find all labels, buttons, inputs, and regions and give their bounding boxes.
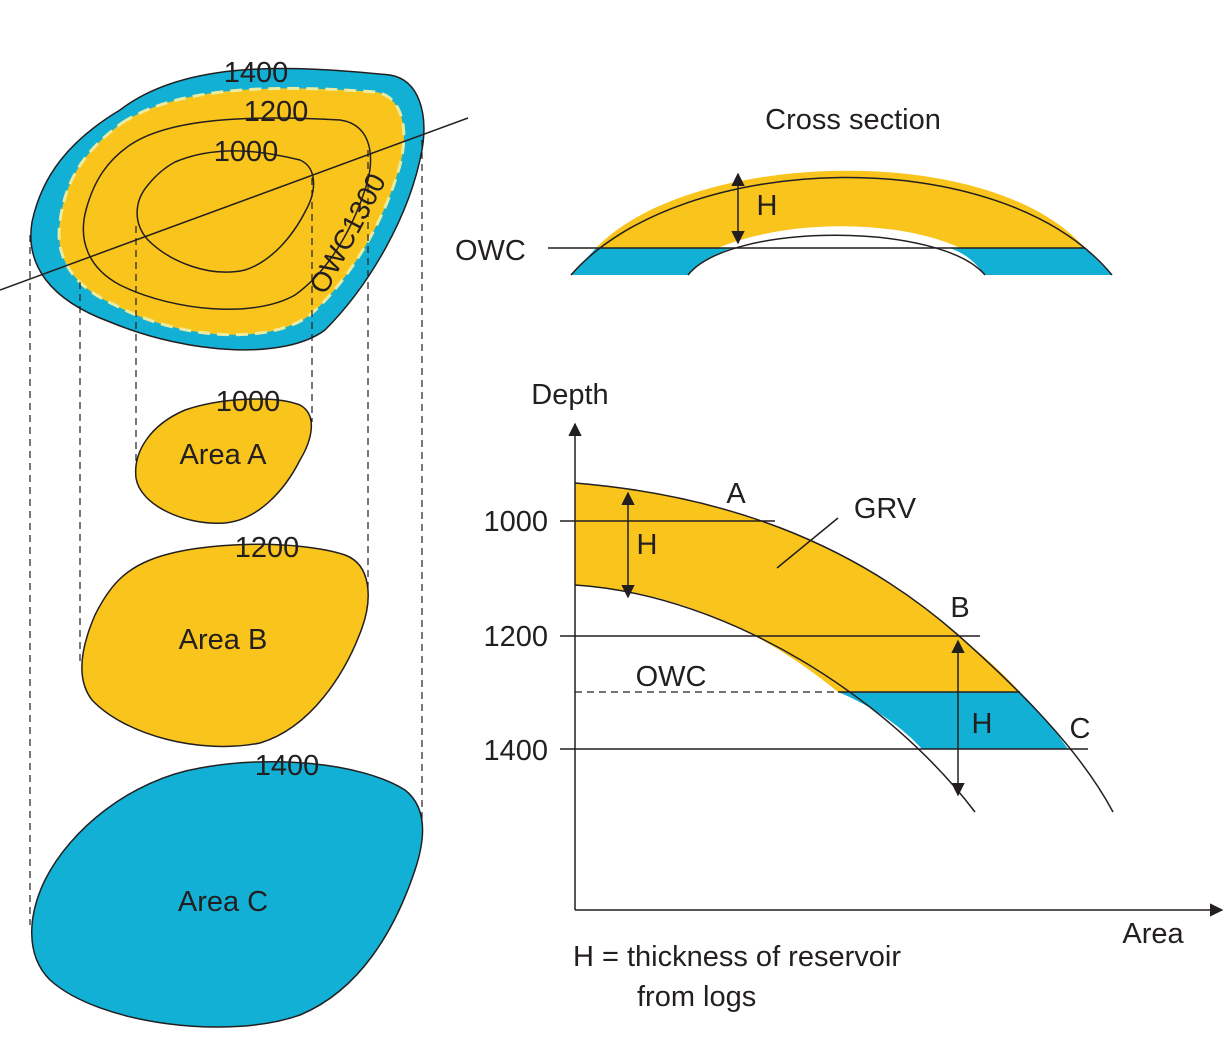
area-b-contour-label: 1200	[235, 532, 300, 564]
structure-map: 1400 1200 1000 OWC1300	[0, 57, 469, 351]
cross-section-thickness-label: H	[757, 190, 778, 222]
area-c-label: Area C	[178, 886, 268, 918]
area-a: 1000 Area A	[134, 386, 313, 524]
area-a-shape	[134, 398, 313, 524]
cross-section-title: Cross section	[765, 104, 941, 136]
chart-thickness-label-a: H	[637, 529, 658, 561]
note-line-2: from logs	[637, 981, 756, 1013]
area-c-contour-label: 1400	[255, 750, 320, 782]
grv-water-zone	[838, 692, 1068, 749]
cross-section-top	[570, 176, 1113, 276]
tick-label-1400: 1400	[483, 735, 548, 767]
y-axis-label: Depth	[531, 379, 608, 411]
cross-section-line	[0, 117, 469, 291]
cross-section-base	[687, 234, 986, 276]
tick-label-1200: 1200	[483, 621, 548, 653]
grv-label: GRV	[854, 493, 917, 525]
area-a-contour-label: 1000	[216, 386, 281, 418]
chart-owc-label: OWC	[636, 661, 707, 693]
chart-thickness-label-b: H	[972, 708, 993, 740]
cross-section-oil	[596, 170, 1085, 248]
grv-oil-zone	[575, 483, 1020, 692]
map-oil-zone	[59, 88, 404, 335]
area-a-label: Area A	[179, 439, 267, 471]
area-c-shape	[31, 760, 424, 1028]
map-label-1400: 1400	[224, 57, 289, 89]
thickness-note: H = thickness of reservoir from logs	[573, 941, 901, 1013]
cross-section-water	[571, 248, 1112, 275]
area-c: 1400 Area C	[31, 750, 424, 1028]
cross-section-owc-label: OWC	[455, 235, 526, 267]
map-contour-1200	[82, 117, 372, 310]
projection-lines	[29, 140, 423, 925]
grv-leader-line	[776, 517, 839, 569]
point-label-c: C	[1070, 713, 1091, 745]
area-b-shape	[81, 543, 369, 748]
point-label-b: B	[950, 592, 969, 624]
cross-section: Cross section H OWC	[455, 104, 1113, 276]
area-b-label: Area B	[179, 624, 268, 656]
point-label-a: A	[726, 478, 746, 510]
area-b: 1200 Area B	[81, 532, 369, 748]
tick-label-1000: 1000	[483, 506, 548, 538]
x-axis-label: Area	[1122, 918, 1184, 950]
note-line-1: H = thickness of reservoir	[573, 941, 901, 973]
top-reservoir-curve	[574, 482, 1114, 813]
base-reservoir-curve	[574, 584, 976, 813]
map-label-1000: 1000	[214, 136, 279, 168]
map-label-1200: 1200	[244, 96, 309, 128]
map-contour-1000	[136, 150, 315, 273]
owc-1300-contour	[57, 86, 406, 337]
depth-area-chart: Depth Area 1000 1200 1400 A B C GRV OWC …	[483, 379, 1224, 950]
